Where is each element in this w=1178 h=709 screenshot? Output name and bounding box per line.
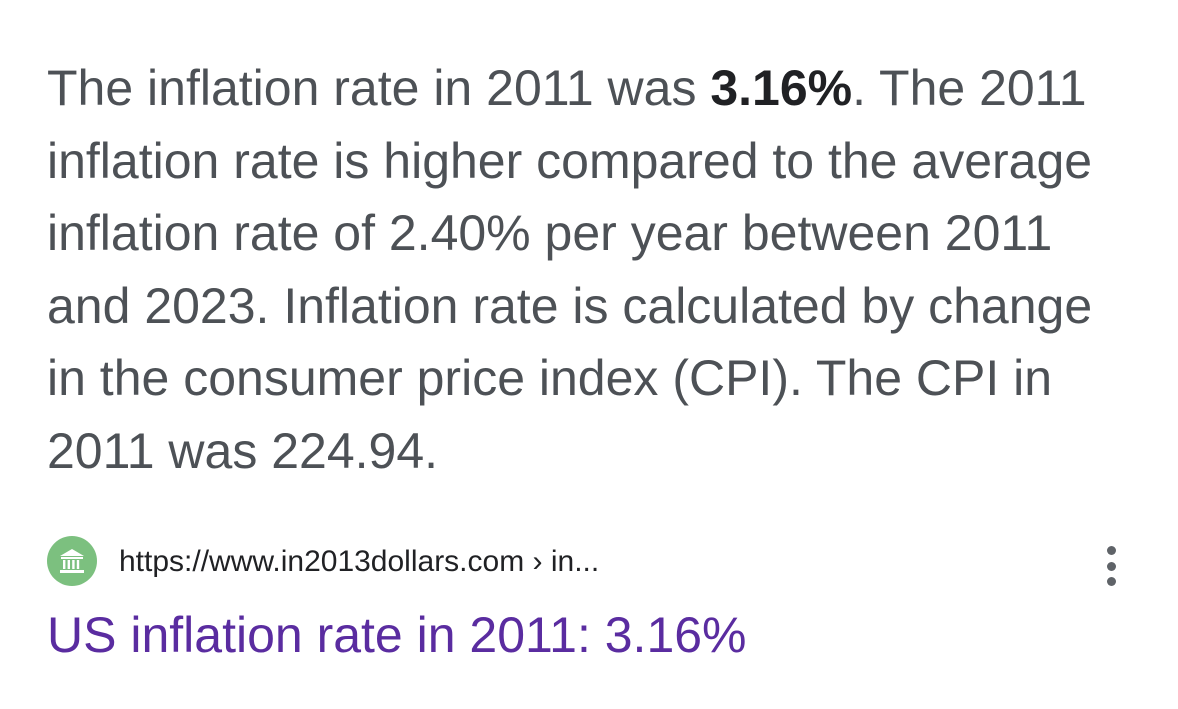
bank-building-icon[interactable] xyxy=(47,536,97,586)
more-dot-icon xyxy=(1106,561,1116,571)
result-title-link[interactable]: US inflation rate in 2011: 3.16% xyxy=(47,607,747,663)
source-url[interactable]: https://www.in2013dollars.com › in... xyxy=(119,545,600,578)
more-options-button[interactable] xyxy=(1093,540,1129,592)
bank-building-icon-glyph xyxy=(60,549,84,573)
snippet-text-end: . The 2011 inflation rate is higher comp… xyxy=(47,60,1093,479)
snippet-text-start: The inflation rate in 2011 was xyxy=(47,60,711,116)
snippet-highlight: 3.16% xyxy=(710,60,853,116)
more-dot-icon xyxy=(1106,577,1116,586)
more-dot-icon xyxy=(1106,546,1116,555)
result-snippet: The inflation rate in 2011 was 3.16%. Th… xyxy=(47,52,1137,487)
result-source: https://www.in2013dollars.com › in... xyxy=(47,536,1137,586)
